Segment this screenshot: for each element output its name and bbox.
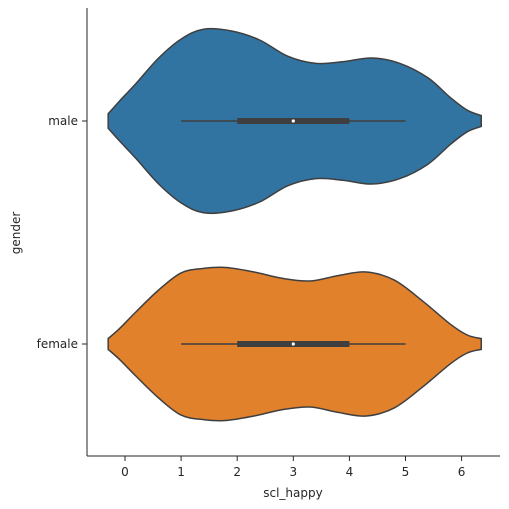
y-tick-label-female: female <box>37 337 78 351</box>
y-tick-label-male: male <box>48 114 78 128</box>
x-tick-label: 4 <box>346 465 354 479</box>
x-tick-label: 1 <box>177 465 185 479</box>
y-axis-label: gender <box>9 212 23 255</box>
x-tick-label: 0 <box>121 465 129 479</box>
box-layer <box>181 118 406 347</box>
violin-layer <box>107 27 482 422</box>
x-ticks: 0 1 2 3 4 5 6 <box>121 456 465 479</box>
x-tick-label: 2 <box>233 465 241 479</box>
median-marker-female <box>291 342 295 346</box>
x-axis-label: scl_happy <box>263 486 322 500</box>
y-ticks: male female <box>37 114 87 351</box>
x-tick-label: 5 <box>402 465 410 479</box>
x-tick-label: 3 <box>289 465 297 479</box>
x-tick-label: 6 <box>458 465 466 479</box>
median-marker-male <box>291 119 295 123</box>
